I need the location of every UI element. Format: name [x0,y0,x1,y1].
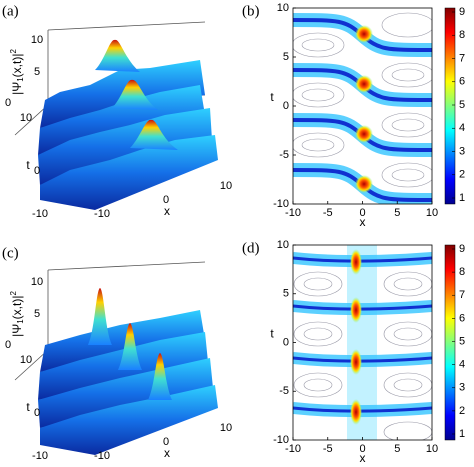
t-tick-label: -10 [32,208,48,220]
y-tick-label: 10 [277,2,289,14]
colorbar-tick-label: 7 [459,289,465,301]
colorbar-tick-label: 1 [459,192,465,204]
y-axis-label: t [270,327,274,341]
colorbar-tick-label: 4 [459,122,465,134]
t-axis-label: t [26,400,30,414]
panel-label: (a) [2,3,19,19]
colorbar-tick-label: 9 [459,6,465,18]
colorbar-tick-label: 2 [459,405,465,417]
density-d [293,245,432,440]
y-tick-label: 5 [283,51,289,63]
y-tick-label: 10 [277,239,289,251]
x-axis-label: x [360,215,366,229]
t-tick-label: 10 [20,112,32,124]
density-b [293,8,432,204]
colorbar-tick-label: 6 [459,76,465,88]
t-axis-label: t [26,158,30,172]
z-axis-label: |Ψ1(x,t)|2 [9,291,25,337]
x-tick-label: 10 [426,207,438,219]
y-tick-label: 0 [283,100,289,112]
x-tick-label: 0 [163,436,169,448]
colorbar-tick-label: 1 [459,428,465,440]
x-tick-label: 10 [220,422,232,434]
colorbar-tick-label: 5 [459,335,465,347]
colorbar-d [444,244,456,441]
colorbar-tick-label: 5 [459,99,465,111]
colorbar-tick-label: 3 [459,382,465,394]
x-tick-label: 5 [394,207,400,219]
panel-label: (d) [242,240,260,256]
x-tick-label: -5 [323,443,333,455]
z-tick-label: 5 [34,308,40,320]
y-tick-label: -5 [279,385,289,397]
z-label-sup: 2 [9,49,18,54]
y-tick-label: 0 [283,336,289,348]
panel-label: (b) [242,3,260,19]
z-label-base: |Ψ [10,82,24,95]
t-tick-label: 0 [34,407,40,419]
colorbar-tick-label: 2 [459,169,465,181]
colorbar-tick-label: 4 [459,359,465,371]
t-tick-label: 10 [20,354,32,366]
surface-a [14,21,218,210]
z-axis-label: |Ψ1(x,t)|2 [9,49,25,95]
x-axis-label: x [164,204,170,218]
z-label-mid: (x,t)| [10,54,24,78]
z-label-sub: 1 [16,77,25,82]
colorbar-tick-label: 3 [459,145,465,157]
y-tick-label: -10 [273,198,289,210]
x-tick-label: -10 [285,207,301,219]
z-label-sub: 1 [16,319,25,324]
x-tick-label: 10 [220,180,232,192]
x-axis-label: x [164,446,170,460]
x-tick-label: 0 [359,443,365,455]
x-tick-label: 10 [426,443,438,455]
colorbar-tick-label: 8 [459,266,465,278]
colorbar-b [444,7,456,205]
colorbar-tick-label: 6 [459,312,465,324]
z-tick-label: 0 [5,97,11,109]
z-tick-label: 10 [31,276,43,288]
z-tick-label: 0 [5,339,11,351]
colorbar-tick-label: 7 [459,52,465,64]
y-tick-label: -5 [279,149,289,161]
x-tick-label: -5 [323,207,333,219]
z-tick-label: 5 [34,66,40,78]
z-label-sup: 2 [9,291,18,296]
y-tick-label: 5 [283,288,289,300]
t-tick-label: -10 [32,450,48,462]
colorbar-tick-label: 8 [459,29,465,41]
z-label-base: |Ψ [10,324,24,337]
z-label-mid: (x,t)| [10,296,24,320]
y-tick-label: -10 [273,434,289,446]
colorbar-tick-label: 9 [459,243,465,255]
panel-label: (c) [2,245,19,261]
x-tick-label: -10 [94,208,110,220]
x-tick-label: 0 [163,194,169,206]
z-tick-label: 10 [31,34,43,46]
t-tick-label: 0 [34,165,40,177]
x-tick-label: -10 [285,443,301,455]
x-tick-label: -10 [94,450,110,462]
x-tick-label: 0 [359,207,365,219]
surface-c [14,261,218,455]
y-axis-label: t [270,90,274,104]
x-axis-label: x [360,451,366,465]
x-tick-label: 5 [394,443,400,455]
